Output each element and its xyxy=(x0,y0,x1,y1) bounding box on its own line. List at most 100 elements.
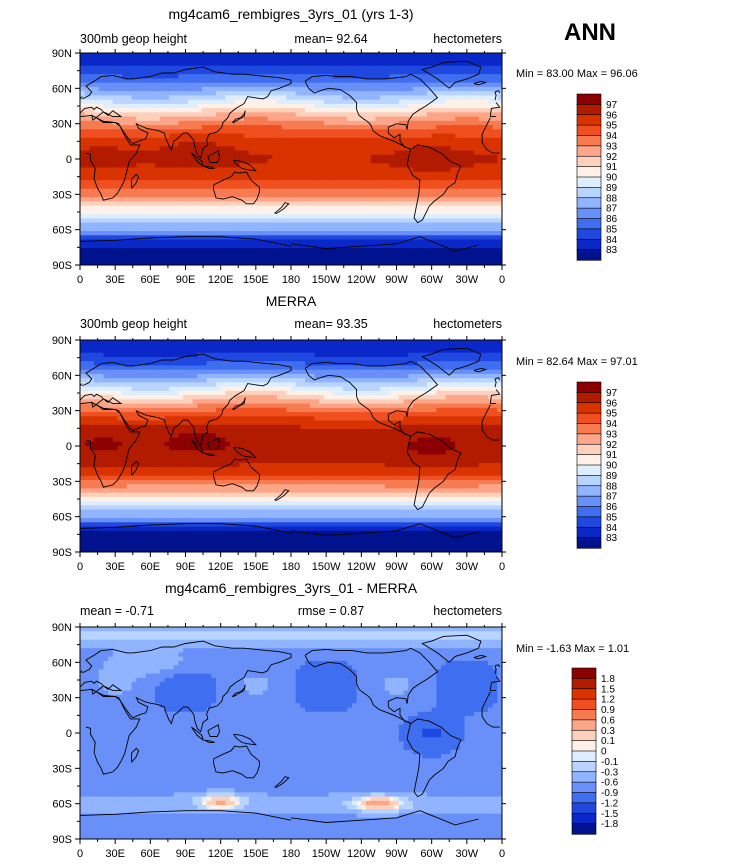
coastline xyxy=(421,347,482,376)
colorbar-label: -1.8 xyxy=(601,819,619,830)
coastline xyxy=(191,152,204,168)
coastline xyxy=(80,236,479,252)
coastline xyxy=(274,202,290,214)
colorbar-label: 1.2 xyxy=(601,695,615,706)
x-tick-label: 0 xyxy=(499,274,505,286)
colorbar-label: 88 xyxy=(606,193,618,204)
colorbar-label: 86 xyxy=(606,502,618,513)
season-label: ANN xyxy=(564,19,616,46)
y-tick-label: 60S xyxy=(52,225,72,237)
coastline xyxy=(131,173,140,189)
coastline xyxy=(213,171,260,205)
coastline xyxy=(232,684,246,697)
colorbar-swatch xyxy=(571,823,597,835)
x-tick-label: 180 xyxy=(282,561,300,573)
x-tick-label: 150W xyxy=(312,561,341,573)
center-label: mean= 92.64 xyxy=(294,32,367,46)
coastline xyxy=(204,739,215,743)
coastline xyxy=(421,634,482,663)
colorbar-label: 95 xyxy=(606,121,618,132)
panel-title: MERRA xyxy=(266,293,317,309)
colorbar-label: 89 xyxy=(606,471,618,482)
colorbar-label: -0.9 xyxy=(601,788,619,799)
colorbar-swatch xyxy=(571,761,597,773)
colorbar-label: 85 xyxy=(606,224,618,235)
y-tick-label: 90S xyxy=(52,834,72,846)
colorbar-swatch xyxy=(576,176,602,188)
map-field xyxy=(80,627,502,839)
colorbar-swatch xyxy=(576,433,602,445)
y-tick-label: 30S xyxy=(52,476,72,488)
x-tick-label: 0 xyxy=(77,848,83,860)
y-tick-label: 30S xyxy=(52,763,72,775)
x-tick-label: 120E xyxy=(208,274,234,286)
colorbar-swatch xyxy=(571,667,597,679)
colorbar-swatch xyxy=(576,207,602,220)
coastline xyxy=(213,458,260,492)
colorbar-swatch xyxy=(576,187,602,199)
colorbar-swatch xyxy=(571,719,597,731)
panel-2: MERRA 300mb geop height mean= 93.35 hectome… xyxy=(52,293,638,573)
y-tick-label: 60N xyxy=(52,83,72,95)
colorbar-swatch xyxy=(576,238,602,251)
y-tick-label: 60S xyxy=(52,799,72,811)
minmax-label: Min = 83.00 Max = 96.06 xyxy=(516,68,638,80)
x-tick-label: 60E xyxy=(141,274,161,286)
colorbar-swatch xyxy=(571,792,597,804)
coastline xyxy=(191,439,204,455)
x-tick-label: 90W xyxy=(385,274,408,286)
colorbar-label: 0.3 xyxy=(601,726,615,737)
coastline xyxy=(80,523,479,539)
coastline xyxy=(406,431,462,511)
colorbar-label: 97 xyxy=(606,388,618,399)
colorbar-label: 1.8 xyxy=(601,674,615,685)
x-tick-label: 120E xyxy=(208,561,234,573)
map-field xyxy=(80,340,502,552)
minmax-label: Min = -1.63 Max = 1.01 xyxy=(516,643,629,655)
y-tick-label: 90N xyxy=(52,622,72,634)
colorbar-label: 0.1 xyxy=(601,736,615,747)
y-tick-label: 60N xyxy=(52,370,72,382)
coastline xyxy=(473,80,488,86)
y-tick-label: 30S xyxy=(52,189,72,201)
x-tick-label: 90W xyxy=(385,561,408,573)
panel-1: mg4cam6_rembigres_3yrs_01 (yrs 1-3) 300mb… xyxy=(52,6,638,286)
coastline xyxy=(80,640,501,733)
colorbar-label: 87 xyxy=(606,204,618,215)
colorbar-swatch xyxy=(576,145,602,157)
colorbar-swatch xyxy=(571,812,597,825)
coastline xyxy=(207,724,220,737)
left-label: 300mb geop height xyxy=(80,317,188,331)
x-tick-label: 180 xyxy=(282,848,300,860)
coastline xyxy=(304,647,439,725)
x-tick-label: 60W xyxy=(420,561,443,573)
colorbar-swatch xyxy=(576,228,602,240)
x-tick-label: 120W xyxy=(347,561,376,573)
colorbar-swatch xyxy=(576,135,602,147)
coastline xyxy=(213,745,260,779)
x-tick-label: 0 xyxy=(499,848,505,860)
x-tick-label: 150E xyxy=(243,561,269,573)
colorbar-swatch xyxy=(576,475,602,487)
colorbar-swatch xyxy=(571,740,597,752)
x-tick-label: 120E xyxy=(208,848,234,860)
coastline xyxy=(232,110,246,123)
colorbar-label: 85 xyxy=(606,512,618,523)
coastline xyxy=(274,776,290,788)
x-tick-label: 90E xyxy=(176,274,196,286)
y-tick-label: 0 xyxy=(66,441,72,453)
x-tick-label: 0 xyxy=(77,274,83,286)
colorbar-label: 90 xyxy=(606,173,618,184)
colorbar-label: 91 xyxy=(606,162,618,173)
coastlines xyxy=(80,634,501,826)
coastline xyxy=(204,165,215,169)
colorbar-label: 83 xyxy=(606,533,618,544)
left-label: 300mb geop height xyxy=(80,32,188,46)
x-tick-label: 30E xyxy=(105,561,125,573)
coastline xyxy=(207,437,220,450)
coastline xyxy=(233,733,258,746)
y-tick-label: 30N xyxy=(52,119,72,131)
colorbar-swatch xyxy=(576,485,602,497)
colorbar-swatch xyxy=(576,197,602,209)
